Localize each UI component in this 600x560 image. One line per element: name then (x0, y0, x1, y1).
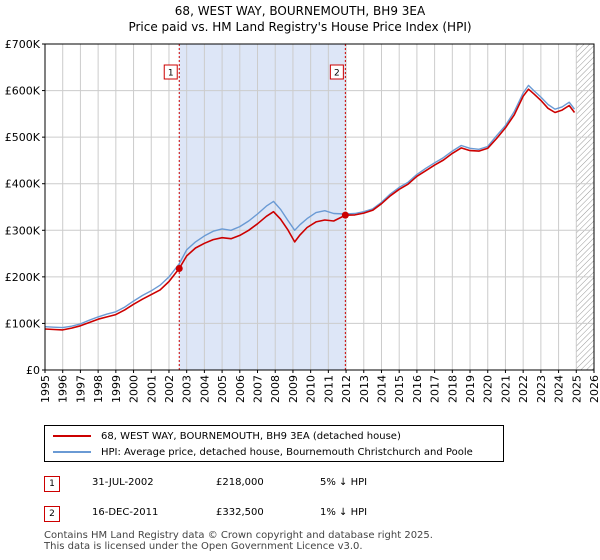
sale-hpi-diff: 1% ↓ HPI (320, 507, 368, 518)
x-tick-label: 2002 (163, 375, 176, 403)
sale-marker-label: 1 (168, 69, 174, 79)
x-tick-label: 2018 (446, 375, 459, 403)
sale-marker-badge: 1 (44, 476, 60, 492)
y-tick-label: £500K (5, 131, 41, 144)
sale-date: 31-JUL-2002 (92, 477, 154, 488)
y-tick-label: £100K (5, 317, 41, 330)
y-tick-label: £600K (5, 85, 41, 98)
x-tick-label: 1996 (57, 375, 70, 403)
sale-price: £332,500 (216, 507, 264, 518)
x-tick-label: 2011 (322, 375, 335, 403)
y-tick-label: £300K (5, 224, 41, 237)
y-tick-label: £400K (5, 178, 41, 191)
x-tick-label: 1997 (74, 375, 87, 403)
x-tick-label: 2017 (429, 375, 442, 403)
hpi-series-line (45, 84, 576, 329)
plot-frame (44, 43, 595, 371)
x-tick-label: 2012 (340, 375, 353, 403)
x-tick-label: 2019 (464, 375, 477, 403)
legend-label-property: 68, WEST WAY, BOURNEMOUTH, BH9 3EA (deta… (101, 430, 401, 442)
chart-legend: 68, WEST WAY, BOURNEMOUTH, BH9 3EA (deta… (44, 425, 504, 462)
legend-item-hpi: HPI: Average price, detached house, Bour… (53, 444, 473, 460)
legend-label-hpi: HPI: Average price, detached house, Bour… (101, 446, 473, 458)
legend-item-property: 68, WEST WAY, BOURNEMOUTH, BH9 3EA (deta… (53, 428, 401, 444)
sale-price: £218,000 (216, 477, 264, 488)
x-tick-label: 2005 (216, 375, 229, 403)
sale-hpi-diff: 5% ↓ HPI (320, 477, 368, 488)
x-tick-label: 2015 (393, 375, 406, 403)
property-series-line (45, 88, 576, 331)
x-tick-label: 2020 (482, 375, 495, 403)
legend-swatch-property (53, 435, 91, 437)
x-tick-label: 2009 (287, 375, 300, 403)
x-tick-label: 2001 (145, 375, 158, 403)
footer-licence: This data is licensed under the Open Gov… (44, 541, 363, 552)
chart-title: 68, WEST WAY, BOURNEMOUTH, BH9 3EA (174, 4, 426, 18)
footer: Contains HM Land Registry data © Crown c… (44, 530, 433, 552)
y-tick-label: £200K (5, 271, 41, 284)
x-tick-label: 2003 (181, 375, 194, 403)
x-tick-label: 2016 (411, 375, 424, 403)
sale-date: 16-DEC-2011 (92, 507, 159, 518)
sale-marker-label: 2 (334, 69, 340, 79)
sale-point (341, 211, 349, 219)
x-tick-label: 2013 (358, 375, 371, 403)
sale-marker-box (163, 64, 178, 80)
x-tick-label: 2007 (252, 375, 265, 403)
x-tick-label: 2006 (234, 375, 247, 403)
x-tick-label: 1995 (39, 375, 52, 403)
x-tick-label: 1998 (92, 375, 105, 403)
chart-subtitle: Price paid vs. HM Land Registry's House … (128, 20, 472, 34)
future-hatch-area (576, 44, 594, 370)
x-tick-label: 2008 (269, 375, 282, 403)
x-tick-label: 2026 (588, 375, 600, 403)
sale-marker-box (329, 64, 344, 80)
y-tick-label: £700K (5, 38, 41, 51)
y-tick-label: £0 (26, 364, 40, 377)
price-chart: 1 2 £0 £100K £200K £300K £400K £500K £600K £700K… (5, 38, 600, 403)
x-tick-label: 1999 (110, 375, 123, 403)
x-tick-label: 2022 (517, 375, 530, 403)
x-tick-label: 2014 (375, 375, 388, 403)
x-tick-label: 2021 (499, 375, 512, 403)
sale-marker-badge: 2 (44, 506, 60, 522)
footer-copyright: Contains HM Land Registry data © Crown c… (44, 530, 433, 541)
x-tick-label: 2004 (198, 375, 211, 403)
sale-point (175, 264, 183, 272)
x-tick-label: 2025 (570, 375, 583, 403)
x-tick-label: 2024 (553, 375, 566, 403)
legend-swatch-hpi (53, 451, 91, 453)
shaded-period (179, 44, 346, 370)
x-tick-label: 2010 (305, 375, 318, 403)
x-tick-label: 2000 (128, 375, 141, 403)
x-tick-label: 2023 (535, 375, 548, 403)
